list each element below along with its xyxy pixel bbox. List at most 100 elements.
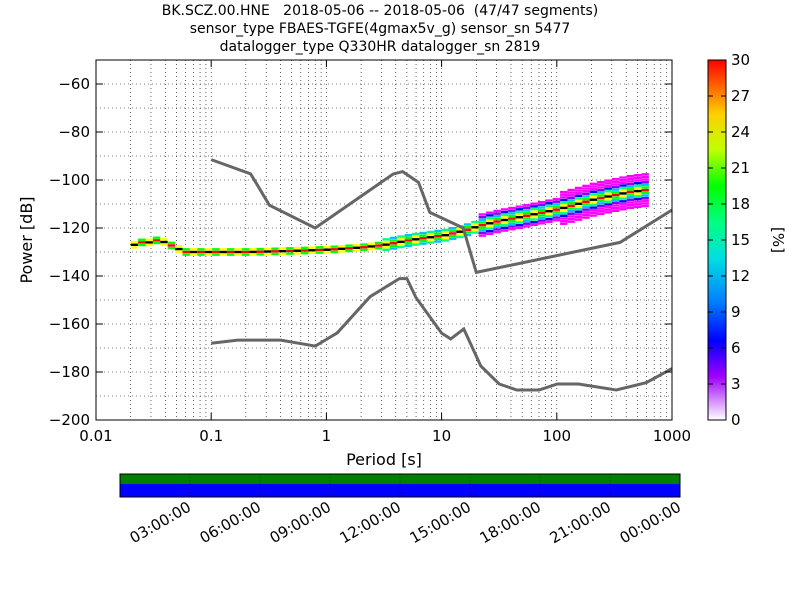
ppsd-bin: [574, 197, 583, 200]
timeline-tick-label: 09:00:00: [267, 498, 334, 547]
ppsd-bin: [523, 209, 531, 212]
ppsd-bin: [374, 246, 383, 250]
ppsd-bin: [530, 202, 538, 205]
ppsd-bin: [197, 248, 205, 251]
ppsd-bin: [493, 228, 501, 231]
ppsd-bin: [634, 195, 642, 198]
nlnm-curve: [211, 277, 673, 392]
colorbar-tick-label: 6: [731, 339, 741, 357]
ppsd-bin: [582, 203, 590, 206]
colorbar-tick-label: 15: [731, 231, 750, 249]
ppsd-bin: [560, 190, 568, 194]
ppsd-bin: [263, 247, 272, 251]
ppsd-bin: [619, 189, 627, 192]
ppsd-bin: [641, 194, 649, 197]
ppsd-bin: [626, 182, 635, 186]
timeline-tick-label: 00:00:00: [617, 498, 684, 547]
ppsd-bin: [360, 248, 368, 252]
ppsd-bin: [145, 238, 153, 241]
ppsd-bin: [426, 241, 435, 244]
y-tick-label: −120: [49, 219, 90, 237]
ppsd-bin: [641, 181, 649, 184]
ppsd-bin: [323, 248, 331, 251]
ppsd-bin: [189, 248, 198, 251]
ppsd-bin: [611, 180, 620, 183]
ppsd-bin: [441, 231, 450, 234]
ppsd-bin: [611, 183, 620, 186]
x-tick-label: 100: [542, 427, 571, 445]
ppsd-bin: [352, 243, 361, 247]
ppsd-bin: [560, 196, 568, 199]
ppsd-bin: [145, 241, 153, 244]
ppsd-bin: [278, 252, 287, 255]
ppsd-bin: [619, 179, 627, 182]
ppsd-bin: [641, 173, 649, 176]
ppsd-bin: [204, 248, 213, 251]
ppsd-bin: [552, 203, 561, 206]
chart-title-line-3: datalogger_type Q330HR datalogger_sn 281…: [219, 39, 541, 55]
ppsd-bin: [597, 196, 605, 200]
timeline-tick-label: 18:00:00: [477, 498, 544, 547]
ppsd-bin: [463, 233, 472, 237]
x-tick-label: 1: [322, 427, 332, 445]
ppsd-bin: [293, 249, 301, 252]
ppsd-bin: [500, 226, 509, 230]
ppsd-bin: [330, 248, 338, 251]
ppsd-bin: [434, 237, 442, 241]
ppsd-bin: [619, 205, 627, 208]
ppsd-bin: [567, 191, 575, 194]
ppsd-bin: [441, 236, 450, 240]
x-tick-label: 1000: [653, 427, 691, 445]
ppsd-bin: [293, 246, 301, 250]
ppsd-bin: [604, 190, 612, 193]
ppsd-bin: [367, 245, 375, 248]
timeline-gap-bar: [120, 474, 680, 484]
ppsd-bin: [626, 201, 635, 204]
ppsd-bin: [626, 174, 635, 178]
ppsd-bin: [471, 226, 479, 229]
ppsd-bin: [486, 222, 494, 225]
ppsd-bin: [641, 191, 649, 195]
ppsd-bin: [515, 205, 524, 208]
ppsd-bin: [611, 188, 620, 191]
ppsd-bin: [234, 253, 242, 256]
ppsd-bin: [411, 240, 420, 244]
ppsd-bin: [611, 191, 620, 194]
ppsd-bin: [441, 228, 450, 232]
ppsd-bin: [634, 192, 642, 195]
ppsd-bin: [515, 210, 524, 214]
ppsd-bin: [589, 182, 598, 186]
ppsd-bin: [589, 214, 598, 217]
y-tick-label: −180: [49, 363, 90, 381]
ppsd-bin: [404, 241, 412, 245]
ppsd-bin: [597, 188, 605, 192]
ppsd-bin: [567, 212, 575, 215]
ppsd-bin: [397, 245, 405, 249]
ppsd-bin: [582, 200, 590, 203]
ppsd-bin: [486, 214, 494, 217]
ppsd-bin: [641, 178, 649, 181]
ppsd-bin: [626, 203, 635, 207]
ppsd-bin: [589, 185, 598, 188]
ppsd-bin: [249, 253, 257, 256]
ppsd-bin: [130, 243, 139, 246]
colorbar-label: [%]: [769, 227, 787, 253]
colorbar-tick-label: 18: [731, 195, 750, 213]
ppsd-bin: [397, 237, 405, 241]
ppsd-bin: [486, 224, 494, 228]
ppsd-bin: [308, 249, 316, 252]
ppsd-bin: [212, 248, 220, 251]
ppsd-bin: [604, 200, 612, 203]
ppsd-bin: [567, 215, 575, 218]
ppsd-bin: [508, 206, 516, 210]
ppsd-bin: [545, 202, 553, 205]
colorbar-tick-label: 27: [731, 87, 750, 105]
ppsd-bin: [345, 247, 353, 250]
ppsd-bin: [589, 211, 598, 215]
ppsd-bin: [619, 184, 627, 187]
ppsd-bin: [389, 236, 398, 240]
ppsd-bin: [604, 208, 612, 211]
ppsd-bin: [589, 193, 598, 196]
ppsd-bin: [552, 219, 561, 222]
ppsd-bin: [604, 187, 612, 190]
